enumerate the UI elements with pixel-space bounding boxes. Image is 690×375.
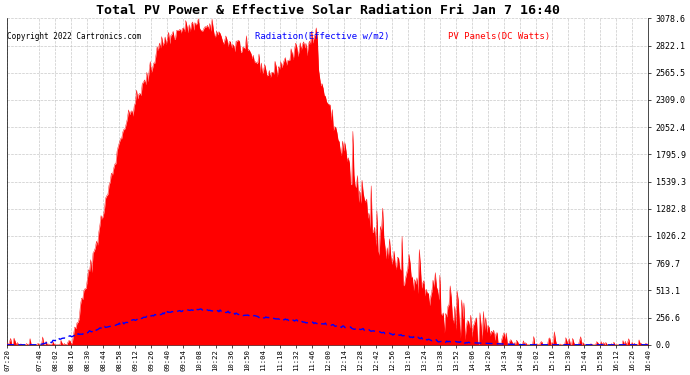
Text: Radiation(Effective w/m2): Radiation(Effective w/m2) [255, 32, 390, 41]
Title: Total PV Power & Effective Solar Radiation Fri Jan 7 16:40: Total PV Power & Effective Solar Radiati… [96, 4, 560, 17]
Text: PV Panels(DC Watts): PV Panels(DC Watts) [448, 32, 551, 41]
Text: Copyright 2022 Cartronics.com: Copyright 2022 Cartronics.com [7, 32, 141, 41]
